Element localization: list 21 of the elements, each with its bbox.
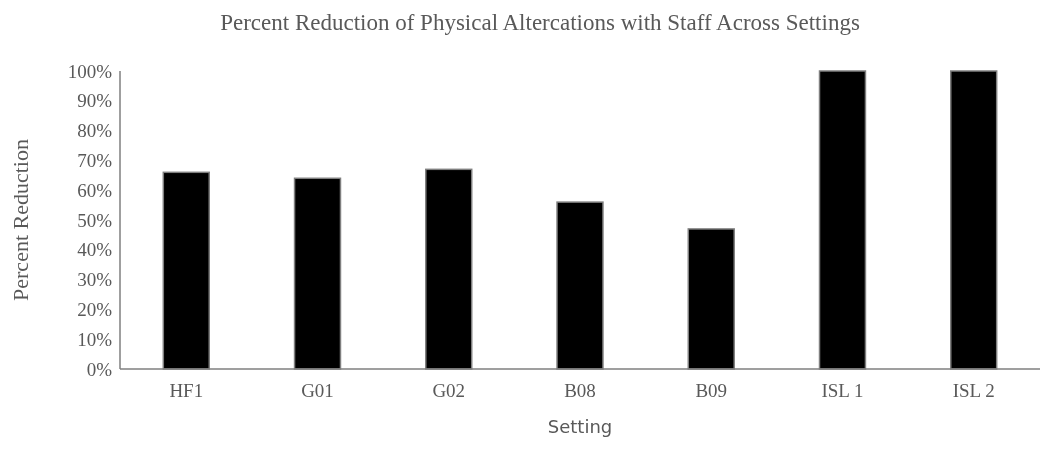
y-tick-label: 40% [77,239,113,261]
y-tick-label: 10% [77,328,113,350]
y-tick-label: 100% [67,60,113,82]
y-tick-label: 50% [77,209,113,231]
y-tick-label: 80% [77,120,113,142]
x-tick-label: G02 [432,380,466,401]
x-tick-label: HF1 [169,380,204,401]
chart-title: Percent Reduction of Physical Altercations with Staff Across Settings [220,10,860,35]
x-tick-label: G01 [301,380,334,401]
x-tick-label: ISL 1 [821,380,864,401]
y-axis-title: Percent Reduction [8,139,33,301]
y-tick-label: 70% [77,150,113,172]
x-tick-label: B08 [564,380,596,401]
y-tick-label: 30% [77,269,113,291]
y-tick-label: 60% [77,179,113,201]
x-tick-label: ISL 2 [952,380,995,401]
x-axis-title: Setting [547,416,613,437]
y-tick-label: 20% [77,299,113,321]
y-tick-label: 90% [77,90,113,112]
x-tick-label: B09 [695,380,728,401]
y-tick-label: 0% [86,358,113,380]
